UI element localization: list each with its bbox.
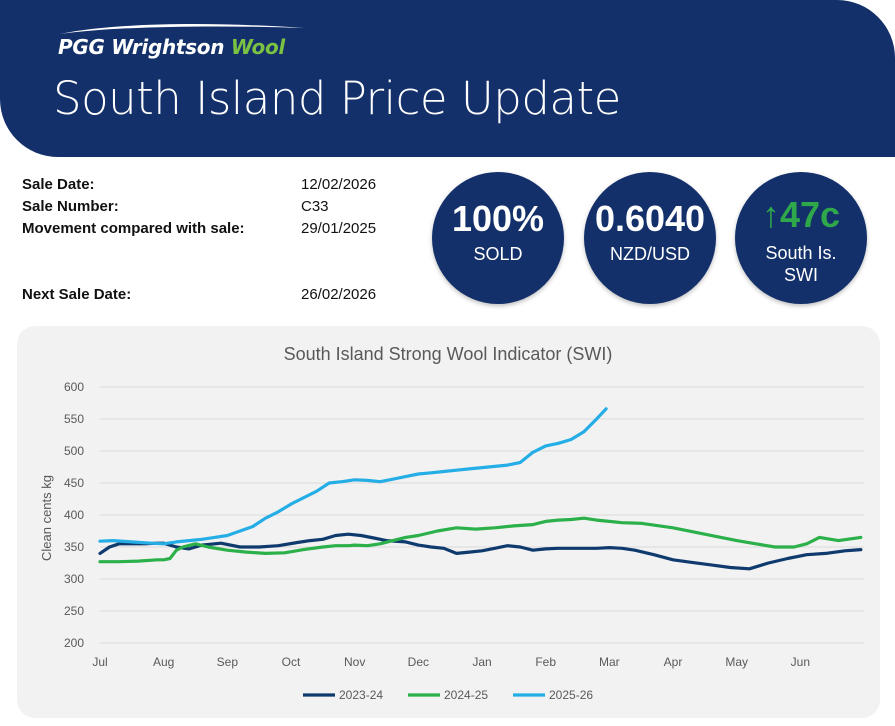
- logo-swoosh-icon: [60, 24, 304, 34]
- y-tick-label: 450: [64, 476, 84, 490]
- x-tick-label: Mar: [599, 655, 620, 669]
- fx-circle: 0.6040 NZD/USD: [584, 172, 716, 304]
- x-tick-label: Jun: [791, 655, 810, 669]
- x-tick-label: Jul: [92, 655, 107, 669]
- x-tick-label: Nov: [344, 655, 365, 669]
- series-lines: [98, 407, 863, 571]
- sale-date-label: Sale Date:: [22, 176, 95, 193]
- chart-panel: [17, 326, 880, 718]
- swi-line-chart: South Island Strong Wool Indicator (SWI)…: [39, 344, 864, 702]
- sale-number-value: C33: [301, 198, 329, 215]
- swi-label: South Is. SWI: [735, 242, 867, 286]
- fx-value: 0.6040: [594, 198, 706, 239]
- y-tick-label: 500: [64, 444, 84, 458]
- fx-label: NZD/USD: [610, 244, 690, 264]
- brand-accent: Wool: [230, 35, 285, 59]
- y-tick-label: 400: [64, 508, 84, 522]
- x-tick-label: Oct: [282, 655, 301, 669]
- swi-label-line2: SWI: [784, 265, 818, 285]
- movement-date-value: 29/01/2025: [301, 220, 377, 237]
- y-tick-label: 350: [64, 540, 84, 554]
- x-tick-label: Dec: [408, 655, 429, 669]
- x-tick-label: Jan: [472, 655, 491, 669]
- series-line-2024-25: [98, 516, 863, 564]
- legend-label: 2023-24: [339, 688, 383, 702]
- x-tick-label: May: [725, 655, 748, 669]
- swi-circle: ↑47c South Is. SWI: [735, 172, 867, 304]
- chart-legend: 2023-24 2024-25 2025-26: [303, 688, 593, 702]
- gridlines: [100, 386, 864, 644]
- legend-label: 2025-26: [549, 688, 593, 702]
- y-tick-label: 250: [64, 604, 84, 618]
- sale-number-label: Sale Number:: [22, 198, 119, 215]
- x-tick-label: Apr: [664, 655, 683, 669]
- sold-label: SOLD: [473, 244, 523, 264]
- y-axis-ticks: 200 250 300 350 400 450 500 550 600: [64, 380, 84, 650]
- swi-movement-value: 47c: [779, 194, 841, 235]
- brand-name: PGG Wrightson: [58, 35, 225, 59]
- x-tick-label: Aug: [153, 655, 174, 669]
- header-banner: PGG Wrightson Wool South Island Price Up…: [0, 0, 895, 157]
- y-tick-label: 600: [64, 380, 84, 394]
- series-line-2025-26: [98, 407, 608, 546]
- x-tick-label: Feb: [535, 655, 556, 669]
- y-tick-label: 200: [64, 636, 84, 650]
- legend-label: 2024-25: [444, 688, 488, 702]
- sold-circle: 100% SOLD: [432, 172, 564, 304]
- next-sale-date-value: 26/02/2026: [301, 286, 377, 303]
- page-title: South Island Price Update: [53, 72, 621, 125]
- up-arrow-icon: ↑: [761, 194, 780, 235]
- swi-label-line1: South Is.: [765, 243, 837, 263]
- next-sale-label: Next Sale Date:: [22, 286, 132, 303]
- swi-movement: ↑47c: [735, 194, 867, 236]
- y-axis-label: Clean cents kg: [39, 475, 54, 561]
- movement-label: Movement compared with sale:: [22, 220, 245, 237]
- sale-date-value: 12/02/2026: [301, 176, 377, 193]
- x-axis-ticks: Jul Aug Sep Oct Nov Dec Jan Feb Mar Apr May Jun: [92, 655, 810, 669]
- chart-title: South Island Strong Wool Indicator (SWI): [284, 344, 613, 364]
- y-tick-label: 300: [64, 572, 84, 586]
- y-tick-label: 550: [64, 412, 84, 426]
- x-tick-label: Sep: [217, 655, 239, 669]
- brand-logo: PGG Wrightson Wool: [58, 35, 285, 59]
- series-line-2023-24: [98, 532, 863, 571]
- sold-value: 100%: [451, 198, 545, 239]
